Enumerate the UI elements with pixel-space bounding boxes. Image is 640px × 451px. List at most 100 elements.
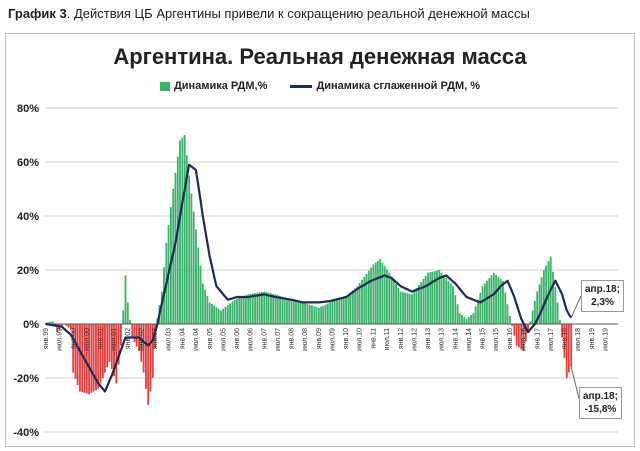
bar: [208, 302, 211, 324]
bar: [45, 322, 47, 324]
bar: [326, 303, 329, 324]
bar: [542, 270, 545, 324]
bar: [529, 321, 532, 324]
bar: [231, 301, 234, 324]
annotation-bar-end-date: апр.18;: [583, 390, 618, 402]
x-tick-label: янв.17: [534, 328, 541, 349]
bar: [270, 293, 272, 324]
x-tick-label: июл.03: [166, 328, 173, 351]
bar: [204, 289, 207, 324]
bar: [538, 284, 541, 324]
y-tick-label: 80%: [17, 103, 39, 115]
x-tick-label: янв.12: [398, 328, 405, 349]
bar: [358, 283, 361, 324]
chart-title: Аргентина. Реальная денежная масса: [113, 44, 527, 69]
bar: [536, 291, 539, 324]
bar: [215, 307, 218, 324]
bar: [395, 284, 398, 324]
bar: [370, 267, 372, 324]
y-tick-label: 0%: [23, 319, 39, 331]
bar: [354, 288, 356, 324]
bar: [258, 292, 261, 324]
bar: [283, 297, 286, 324]
bar: [179, 140, 181, 324]
bar: [502, 280, 504, 324]
bar: [347, 294, 350, 324]
bar: [481, 286, 484, 324]
bar: [558, 319, 561, 324]
bar: [345, 297, 348, 324]
bar: [372, 264, 375, 324]
bar: [472, 313, 475, 324]
x-tick-label: июл.15: [493, 328, 500, 351]
bar: [181, 137, 184, 324]
annotation-bar-end-value: -15,8%: [584, 403, 617, 415]
bar: [85, 324, 88, 394]
bar: [126, 302, 129, 324]
annotation-leader-bar: [570, 366, 580, 399]
bar: [249, 293, 252, 324]
bar: [467, 316, 470, 324]
bar: [140, 324, 143, 362]
y-tick-label: -40%: [13, 427, 39, 439]
bar: [361, 280, 363, 324]
bar: [461, 315, 463, 324]
bar: [386, 269, 388, 324]
bar: [122, 310, 125, 324]
bar: [506, 304, 509, 324]
x-tick-label: янв.11: [370, 328, 377, 349]
bar: [497, 276, 500, 324]
x-tick-label: июл.09: [329, 328, 336, 351]
bar: [495, 274, 497, 324]
x-tick-label: янв.03: [152, 328, 159, 349]
bar: [365, 273, 368, 324]
bar: [106, 324, 109, 368]
bar: [483, 283, 486, 324]
bar: [349, 292, 352, 324]
bar: [440, 272, 443, 324]
x-tick-label: июл.10: [357, 328, 364, 351]
bar: [313, 306, 316, 324]
bar: [477, 299, 479, 324]
x-tick-label: июл.11: [384, 328, 391, 350]
bar: [470, 315, 473, 324]
x-tick-label: янв.00: [70, 328, 77, 349]
x-tick-label: янв.07: [261, 328, 268, 349]
bar: [479, 292, 482, 324]
legend-item-line: Динамика сглаженной РДМ, %: [290, 80, 480, 92]
y-tick-label: 60%: [17, 157, 39, 169]
bar: [570, 324, 573, 367]
bar: [415, 288, 418, 324]
bar: [456, 304, 459, 324]
legend: Динамика РДМ,% Динамика сглаженной РДМ, …: [0, 80, 640, 92]
bar: [142, 324, 145, 373]
bar: [79, 324, 81, 392]
bar: [115, 324, 118, 384]
bar: [263, 291, 266, 324]
bar: [117, 324, 120, 365]
x-tick-label: янв.01: [98, 328, 105, 349]
bar: [324, 304, 327, 324]
bar: [222, 308, 225, 324]
x-tick-label: янв.04: [179, 328, 186, 349]
legend-label-line: Динамика сглаженной РДМ, %: [316, 80, 481, 93]
bar: [67, 324, 70, 328]
bar: [265, 292, 268, 324]
y-tick-label: 40%: [17, 211, 39, 223]
x-tick-label: янв.16: [507, 328, 514, 349]
bar: [297, 301, 300, 324]
x-tick-label: янв.14: [452, 328, 459, 349]
bar: [452, 286, 454, 324]
bar: [299, 301, 302, 324]
bar: [267, 292, 270, 324]
bar: [338, 299, 341, 324]
bar: [281, 296, 284, 324]
bar: [88, 324, 91, 395]
caption-text: . Действия ЦБ Аргентины привели к сокращ…: [66, 6, 530, 21]
bar: [465, 318, 468, 324]
bar: [399, 291, 402, 324]
y-tick-label: 20%: [17, 265, 39, 277]
bar: [508, 315, 511, 324]
bar: [74, 324, 77, 379]
